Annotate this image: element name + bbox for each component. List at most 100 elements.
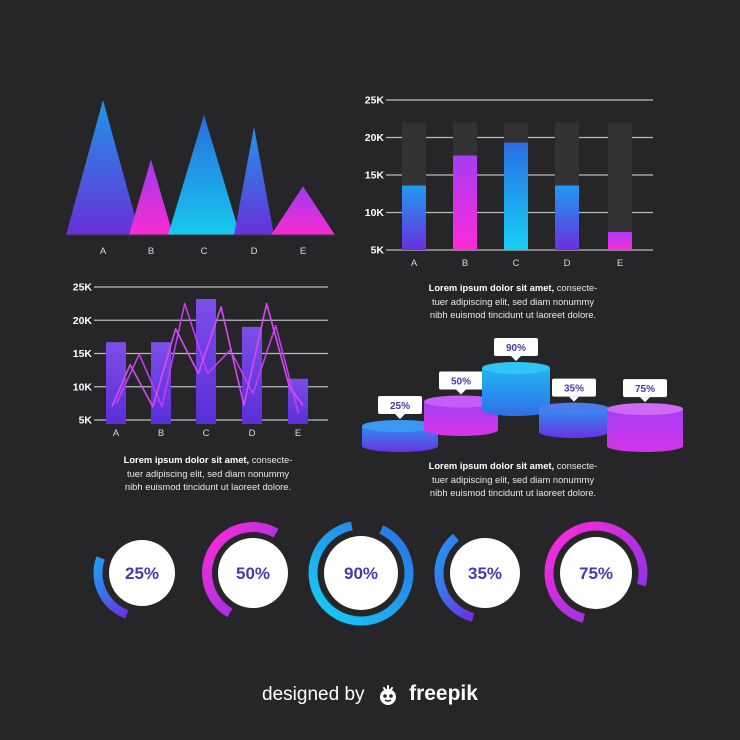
percent-label: 90% — [506, 343, 526, 354]
cylinder-body — [362, 426, 438, 452]
lorem-line-3: nibh euismod tincidunt ut laoreet dolore… — [124, 481, 292, 492]
ring-percent-label: 75% — [579, 564, 613, 583]
bar-mark-b — [453, 155, 477, 250]
percent-label: 35% — [564, 384, 584, 395]
percent-callout — [552, 378, 596, 397]
ring-arc — [544, 521, 648, 623]
lorem-line-3: nibh euismod tincidunt ut laoreet dolore… — [429, 309, 597, 320]
x-tick-label: D — [249, 428, 256, 439]
cylinder-top — [362, 420, 438, 432]
line-series-1 — [115, 302, 300, 414]
callout-pointer — [456, 389, 466, 395]
lorem-text-middle-right: Lorem ipsum dolor sit amet, consecte- tu… — [398, 459, 628, 500]
bar-line-combo-chart: 5K 10K 15K 20K 25K A B C D E — [73, 282, 328, 439]
ring-center — [450, 538, 520, 608]
cylinder-body — [607, 409, 683, 452]
ring-percent-label: 90% — [344, 564, 378, 583]
cylinder-top — [539, 402, 609, 415]
progress-rings-chart: 25% 50% 90% 35% 75% — [93, 521, 648, 626]
line-series-2 — [111, 302, 304, 408]
ring-percent-label: 25% — [125, 564, 159, 583]
bar-mark-c — [196, 298, 216, 424]
x-tick-label: E — [617, 258, 623, 269]
percent-callout — [623, 379, 667, 398]
triangle-mark-d — [234, 127, 274, 235]
x-tick-label: A — [113, 428, 120, 439]
ring-center — [560, 537, 632, 609]
triangle-mark-e — [271, 186, 335, 235]
x-tick-label: C — [201, 246, 208, 257]
bar-mark-e — [608, 232, 632, 250]
y-tick-label: 5K — [79, 415, 93, 427]
ring-arc — [202, 522, 279, 618]
cylinder-percent-chart: 25% 50% 90% 35% 75% — [362, 338, 683, 452]
capacity-bar-chart: 5K 10K 15K 20K 25K A B C D E — [365, 95, 653, 269]
callout-pointer — [511, 356, 521, 361]
ring-arc — [308, 521, 414, 626]
bar-mark-d — [555, 185, 579, 250]
x-tick-label: E — [300, 246, 306, 257]
lorem-rest: consecte- — [249, 454, 293, 465]
lorem-line-2: tuer adipiscing elit, sed diam nonummy — [126, 467, 290, 479]
y-tick-label: 10K — [365, 207, 385, 219]
cylinder-top — [482, 362, 550, 374]
brand-text: freepik — [409, 682, 478, 705]
bar-mark-a — [106, 342, 126, 424]
bar-mark-d — [242, 326, 262, 424]
triangle-area-chart: A B C D E — [66, 100, 335, 257]
ring-center — [109, 540, 175, 606]
lorem-text-top-right: Lorem ipsum dolor sit amet, consecte- tu… — [398, 281, 628, 322]
callout-pointer — [640, 397, 650, 403]
x-tick-label: D — [251, 246, 258, 257]
designed-by-text: designed by — [262, 684, 365, 705]
cylinder-body — [482, 368, 550, 416]
y-tick-label: 25K — [365, 95, 385, 107]
y-tick-label: 15K — [73, 348, 93, 360]
bar-mark-c — [504, 142, 528, 250]
y-tick-label: 20K — [73, 315, 93, 327]
ring-percent-label: 35% — [468, 564, 502, 583]
y-tick-label: 15K — [365, 170, 385, 182]
percent-callout — [439, 371, 483, 390]
lorem-bold: Lorem ipsum dolor sit amet, — [428, 282, 555, 293]
y-tick-label: 10K — [73, 381, 93, 393]
x-tick-label: E — [295, 428, 301, 439]
x-tick-label: D — [564, 258, 571, 269]
cylinder-body — [424, 401, 498, 436]
cylinder-body — [539, 408, 609, 438]
percent-label: 25% — [390, 401, 410, 412]
lorem-rest: consecte- — [554, 460, 598, 471]
cylinder-top — [424, 395, 498, 408]
lorem-line-3: nibh euismod tincidunt ut laoreet dolore… — [429, 487, 597, 498]
triangle-mark-c — [168, 114, 240, 235]
percent-callout — [494, 338, 538, 356]
lorem-bold: Lorem ipsum dolor sit amet, — [123, 454, 250, 465]
percent-label: 50% — [451, 377, 471, 388]
ring-percent-label: 50% — [236, 564, 270, 583]
lorem-text-middle-left: Lorem ipsum dolor sit amet, consecte- tu… — [93, 453, 323, 494]
bar-track — [608, 122, 632, 250]
callout-pointer — [569, 396, 579, 402]
lorem-line-2: tuer adipiscing elit, sed diam nonummy — [431, 473, 595, 485]
x-tick-label: C — [203, 428, 210, 439]
percent-callout — [378, 396, 422, 414]
x-tick-label: A — [411, 258, 418, 269]
ring-arc — [434, 533, 475, 622]
ring-arc — [93, 556, 129, 619]
ring-center — [324, 536, 398, 610]
footer-credit: designed by freepik — [0, 682, 740, 706]
callout-pointer — [395, 414, 405, 419]
lorem-line-2: tuer adipiscing elit, sed diam nonummy — [431, 295, 595, 307]
triangle-mark-b — [129, 159, 173, 235]
x-tick-label: A — [100, 246, 107, 257]
x-tick-label: B — [462, 258, 468, 269]
cylinder-top — [607, 403, 683, 416]
percent-label: 75% — [635, 384, 655, 395]
y-tick-label: 25K — [73, 282, 93, 294]
lorem-rest: consecte- — [554, 282, 598, 293]
x-tick-label: B — [158, 428, 164, 439]
triangle-mark-a — [66, 100, 140, 235]
y-tick-label: 20K — [365, 132, 385, 144]
x-tick-label: B — [148, 246, 154, 257]
